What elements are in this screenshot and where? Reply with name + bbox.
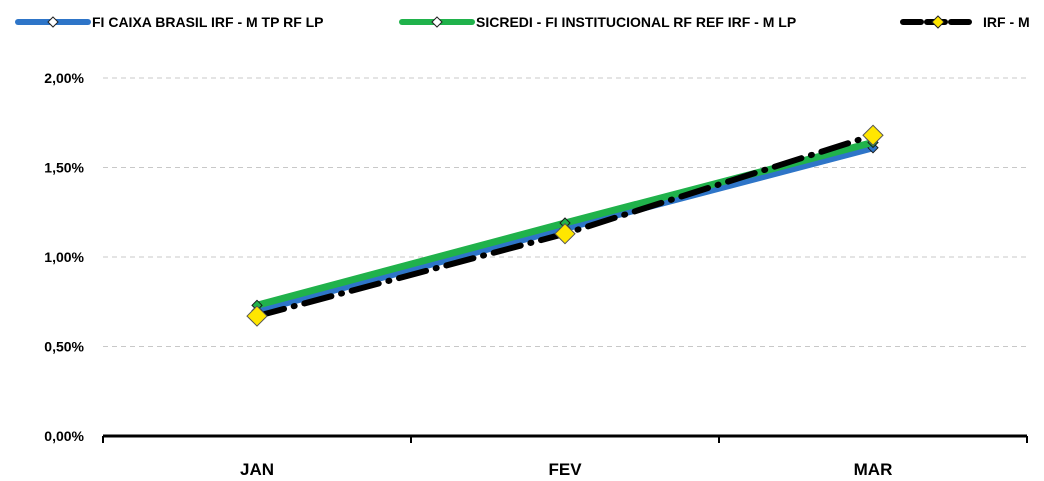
legend-label: IRF - M: [983, 14, 1030, 30]
x-tick-label: JAN: [240, 460, 274, 479]
x-axis: JAN FEV MAR: [102, 434, 1028, 479]
data-point-marker: [246, 305, 268, 327]
data-point-marker: [554, 223, 576, 245]
legend-label: SICREDI - FI INSTITUCIONAL RF REF IRF - …: [476, 14, 796, 30]
series-group: [246, 124, 884, 327]
legend-swatch-marker: [431, 16, 443, 28]
x-tick-label: FEV: [548, 460, 582, 479]
y-axis: 0,00% 0,50% 1,00% 1,50% 2,00%: [44, 70, 84, 444]
x-tick-label: MAR: [854, 460, 893, 479]
y-tick-label: 1,50%: [44, 160, 84, 176]
data-point-marker: [862, 124, 884, 146]
y-tick-label: 2,00%: [44, 70, 84, 86]
y-tick-label: 0,00%: [44, 428, 84, 444]
legend-label: FI CAIXA BRASIL IRF - M TP RF LP: [92, 14, 324, 30]
gridlines: [103, 77, 1027, 347]
y-tick-label: 0,50%: [44, 339, 84, 355]
y-tick-label: 1,00%: [44, 249, 84, 265]
legend-swatch-marker: [47, 16, 59, 28]
legend: FI CAIXA BRASIL IRF - M TP RF LP SICREDI …: [15, 14, 1030, 30]
legend-swatch-marker: [931, 15, 945, 29]
